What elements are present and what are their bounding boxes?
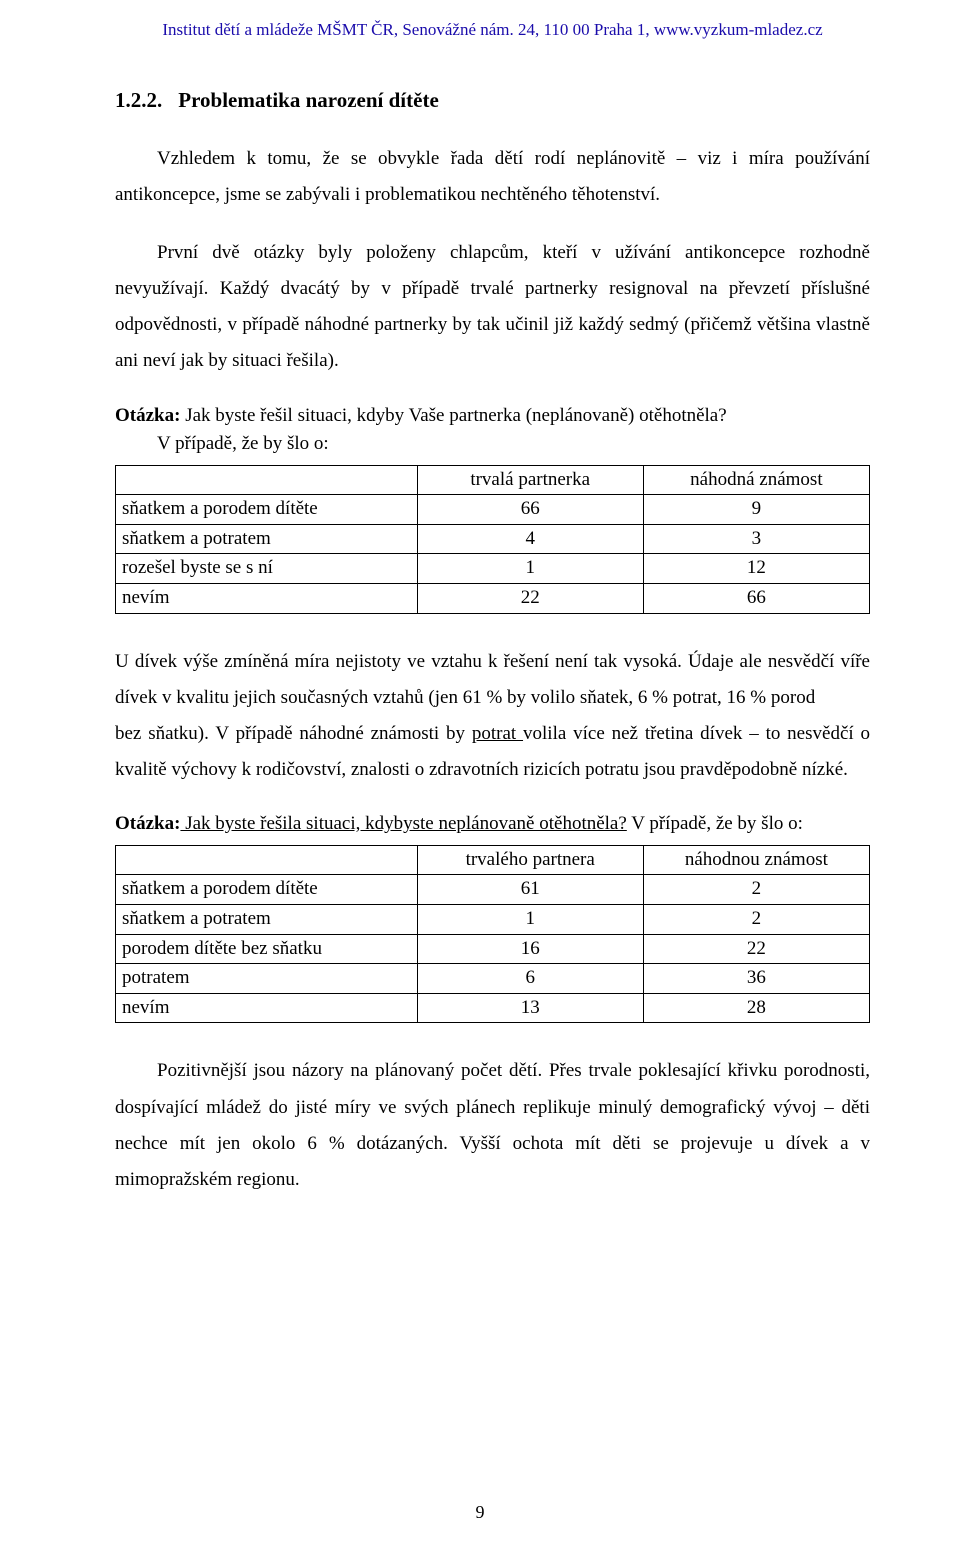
table-cell: 66 (417, 495, 643, 525)
page-number: 9 (0, 1502, 960, 1523)
question-1: Otázka: Jak byste řešil situaci, kdyby V… (115, 402, 870, 459)
paragraph-4: Pozitivnější jsou názory na plánovaný po… (115, 1053, 870, 1197)
table-cell: 1 (417, 904, 643, 934)
section-title: Problematika narození dítěte (178, 88, 439, 112)
table-cell-label: sňatkem a porodem dítěte (116, 875, 418, 905)
table-1: trvalá partnerka náhodná známost sňatkem… (115, 465, 870, 614)
question-2-text-u: Jak byste řešila situaci, kdybyste neplá… (180, 813, 626, 834)
table-cell: 22 (643, 934, 869, 964)
question-label: Otázka: (115, 813, 180, 834)
table-header-cell (116, 465, 418, 495)
paragraph-3b-underline: potrat (472, 723, 523, 744)
table-2: trvalého partnera náhodnou známost sňatk… (115, 845, 870, 1024)
question-2: Otázka: Jak byste řešila situaci, kdybys… (115, 810, 870, 839)
table-cell-label: sňatkem a potratem (116, 904, 418, 934)
table-cell: 6 (417, 964, 643, 994)
table-cell: 36 (643, 964, 869, 994)
paragraph-3b-pre: bez sňatku). V případě náhodné známosti … (115, 723, 472, 744)
paragraph-3b: bez sňatku). V případě náhodné známosti … (115, 716, 870, 788)
table-row: nevím 22 66 (116, 584, 870, 614)
section-heading: 1.2.2. Problematika narození dítěte (115, 88, 870, 113)
paragraph-1: Vzhledem k tomu, že se obvykle řada dětí… (115, 141, 870, 213)
page: Institut dětí a mládeže MŠMT ČR, Senováž… (0, 0, 960, 1545)
question-2-line1: Otázka: Jak byste řešila situaci, kdybys… (115, 810, 870, 839)
table-cell-label: nevím (116, 584, 418, 614)
page-header: Institut dětí a mládeže MŠMT ČR, Senováž… (115, 20, 870, 40)
table-cell: 9 (643, 495, 869, 525)
table-cell-label: potratem (116, 964, 418, 994)
table-cell: 13 (417, 993, 643, 1023)
paragraph-2: První dvě otázky byly položeny chlapcům,… (115, 235, 870, 379)
table-cell: 12 (643, 554, 869, 584)
table-cell: 2 (643, 904, 869, 934)
table-row: sňatkem a potratem 4 3 (116, 524, 870, 554)
table-row: porodem dítěte bez sňatku 16 22 (116, 934, 870, 964)
table-row: nevím 13 28 (116, 993, 870, 1023)
table-cell: 3 (643, 524, 869, 554)
question-1-text: Jak byste řešil situaci, kdyby Vaše part… (180, 405, 726, 426)
table-header-cell: trvalého partnera (417, 845, 643, 875)
table-row: sňatkem a porodem dítěte 66 9 (116, 495, 870, 525)
table-cell-label: porodem dítěte bez sňatku (116, 934, 418, 964)
table-header-cell (116, 845, 418, 875)
table-cell: 16 (417, 934, 643, 964)
table-row: potratem 6 36 (116, 964, 870, 994)
table-cell: 61 (417, 875, 643, 905)
table-cell: 22 (417, 584, 643, 614)
paragraph-4-text: Pozitivnější jsou názory na plánovaný po… (115, 1060, 870, 1189)
question-label: Otázka: (115, 405, 180, 426)
table-cell: 2 (643, 875, 869, 905)
table-cell-label: nevím (116, 993, 418, 1023)
table-row: rozešel byste se s ní 1 12 (116, 554, 870, 584)
table-cell-label: sňatkem a porodem dítěte (116, 495, 418, 525)
section-number: 1.2.2. (115, 88, 162, 113)
table-row: sňatkem a porodem dítěte 61 2 (116, 875, 870, 905)
question-1-line1: Otázka: Jak byste řešil situaci, kdyby V… (115, 402, 870, 431)
table-header-row: trvalá partnerka náhodná známost (116, 465, 870, 495)
table-cell: 28 (643, 993, 869, 1023)
question-2-text-tail: V případě, že by šlo o: (627, 813, 803, 834)
table-header-cell: trvalá partnerka (417, 465, 643, 495)
question-1-line2: V případě, že by šlo o: (115, 430, 870, 459)
table-row: sňatkem a potratem 1 2 (116, 904, 870, 934)
table-cell-label: rozešel byste se s ní (116, 554, 418, 584)
paragraph-1-text: Vzhledem k tomu, že se obvykle řada dětí… (115, 148, 870, 205)
table-cell-label: sňatkem a potratem (116, 524, 418, 554)
paragraph-3a-text: U dívek výše zmíněná míra nejistoty ve v… (115, 651, 870, 708)
table-cell: 4 (417, 524, 643, 554)
paragraph-2-text: První dvě otázky byly položeny chlapcům,… (115, 242, 870, 371)
paragraph-3a: U dívek výše zmíněná míra nejistoty ve v… (115, 644, 870, 716)
table-header-row: trvalého partnera náhodnou známost (116, 845, 870, 875)
table-cell: 66 (643, 584, 869, 614)
table-header-cell: náhodná známost (643, 465, 869, 495)
table-cell: 1 (417, 554, 643, 584)
table-header-cell: náhodnou známost (643, 845, 869, 875)
